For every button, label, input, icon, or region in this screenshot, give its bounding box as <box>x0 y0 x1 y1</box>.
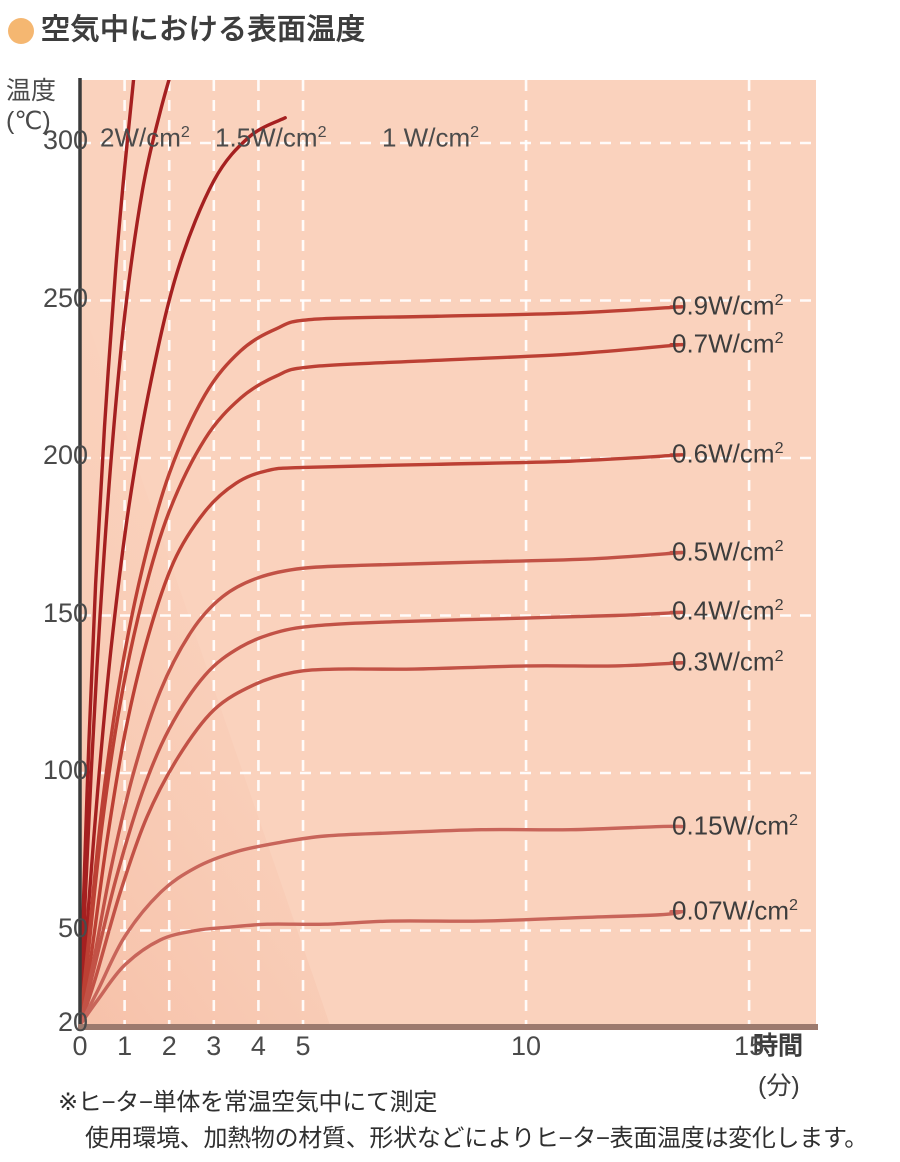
series-label-inline: 1.5W/cm2 <box>215 122 327 153</box>
curve-0-15w-cm2 <box>80 824 684 1025</box>
curve-2w-cm2 <box>80 80 136 1025</box>
footnote-line-1: ※ヒ−タ−単体を常温空気中にて測定 <box>58 1089 438 1116</box>
curve-0-3w-cm2 <box>80 661 684 1025</box>
page-title: 空気中における表面温度 <box>8 16 366 45</box>
x-tick-label: 3 <box>206 1031 222 1061</box>
x-tick-label: 10 <box>511 1031 542 1061</box>
x-tick-label: 1 <box>117 1031 133 1061</box>
gridlines <box>80 80 816 1025</box>
page-title-text: 空気中における表面温度 <box>41 14 366 46</box>
x-tick-label: 0 <box>72 1031 88 1061</box>
y-tick-label: 50 <box>57 912 88 943</box>
curve-1-5w-cm2 <box>80 80 171 1025</box>
y-tick-label: 250 <box>42 282 88 313</box>
y-tick-label: 100 <box>42 755 88 785</box>
x-axis-unit-caption: (分) <box>758 1072 800 1100</box>
y-tick-label: 200 <box>42 440 88 470</box>
curve-1w-cm2 <box>80 116 287 1025</box>
filled-circle-icon <box>8 17 34 44</box>
series-label-right: 0.9W/cm2 <box>672 290 784 321</box>
series-label-inline: 2W/cm2 <box>100 122 190 153</box>
curve-0-5w-cm2 <box>80 550 684 1025</box>
y-tick-label: 20 <box>57 1007 88 1037</box>
curve-0-07w-cm2 <box>80 909 684 1025</box>
y-axis-unit-caption: (℃) <box>6 107 51 135</box>
curve-0-6w-cm2 <box>80 453 684 1025</box>
series-label-right: 0.15W/cm2 <box>672 810 798 841</box>
curve-0-4w-cm2 <box>80 610 684 1025</box>
series-label-right: 0.3W/cm2 <box>672 646 784 677</box>
series-label-right: 0.07W/cm2 <box>672 895 798 926</box>
series-label-right: 0.5W/cm2 <box>672 536 784 567</box>
series-label-right: 0.6W/cm2 <box>672 438 784 469</box>
x-tick-label: 2 <box>161 1031 177 1061</box>
x-axis-caption: 時間 <box>753 1032 804 1060</box>
x-tick-label: 15 <box>734 1031 765 1061</box>
series-label-right: 0.7W/cm2 <box>672 328 784 359</box>
footnote-line-2: 使用環境、加熱物の材質、形状などによりヒ−タ−表面温度は変化します。 <box>85 1125 868 1152</box>
y-tick-label: 300 <box>42 125 88 155</box>
curve-0-9w-cm2 <box>80 305 684 1025</box>
y-axis-caption: 温度 <box>6 77 57 105</box>
x-tick-label: 4 <box>250 1031 266 1061</box>
x-tick-label: 5 <box>295 1031 311 1061</box>
curve-0-7w-cm2 <box>80 342 684 1025</box>
y-tick-label: 150 <box>42 597 88 628</box>
series-label-right: 0.4W/cm2 <box>672 596 784 626</box>
data-curves <box>80 80 684 1025</box>
series-label-inline: 1 W/cm2 <box>382 122 480 153</box>
